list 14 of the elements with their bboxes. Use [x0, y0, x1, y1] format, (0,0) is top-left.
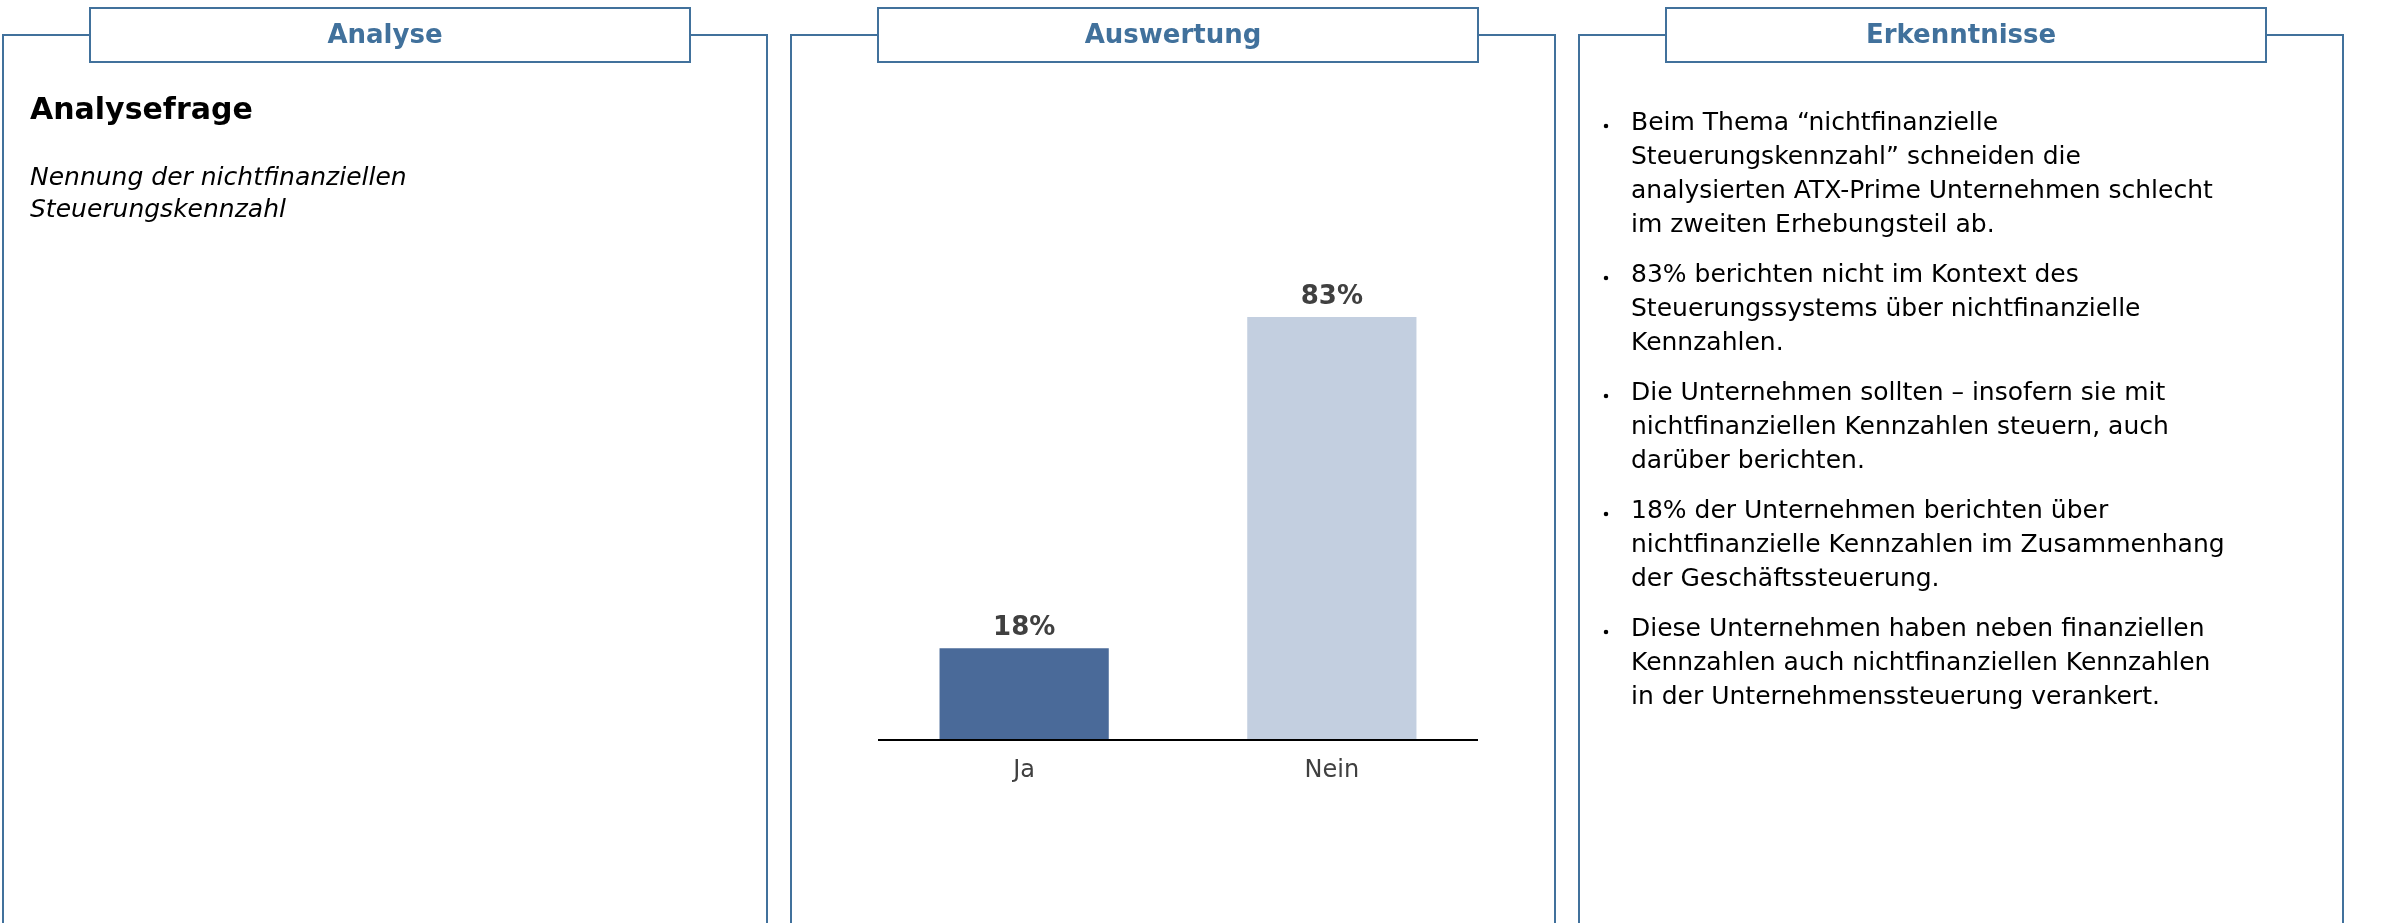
data-label: 83%: [1300, 279, 1363, 310]
text: Beim Thema “nichtfinanzielle Steuerungskennzahl” schneiden die analysierten ATX-Prime Unternehmen schlecht im zweiten Erhebungsteil ab.: [1631, 107, 2213, 238]
text: Nennung der nichtfinanziellen Steuerungskennzahl: [30, 162, 407, 223]
text: Analysefrage: [30, 91, 253, 126]
text: 83% berichten nicht im Kontext des Steuerungssystems über nichtfinanzielle Kennzahlen.: [1631, 259, 2141, 356]
text: Analyse: [327, 19, 443, 49]
text: Die Unternehmen sollten – insofern sie mit nichtfinanziellen Kennzahlen steuern, auch darüber berichten.: [1631, 377, 2169, 474]
x-tick-label: Nein: [1304, 755, 1360, 783]
text: 18% der Unternehmen berichten über nichtfinanzielle Kennzahlen im Zusammenhang der Geschäftssteuerung.: [1631, 495, 2225, 592]
x-tick-label: Ja: [1011, 755, 1036, 783]
text: Diese Unternehmen haben neben finanziellen Kennzahlen auch nichtfinanziellen Kennzahlen in der Unternehmenssteuerung verankert.: [1631, 613, 2211, 710]
data-label: 18%: [993, 611, 1056, 642]
text: Erkenntnisse: [1865, 19, 2057, 49]
chart-title: Auswertung: [1084, 19, 1262, 49]
